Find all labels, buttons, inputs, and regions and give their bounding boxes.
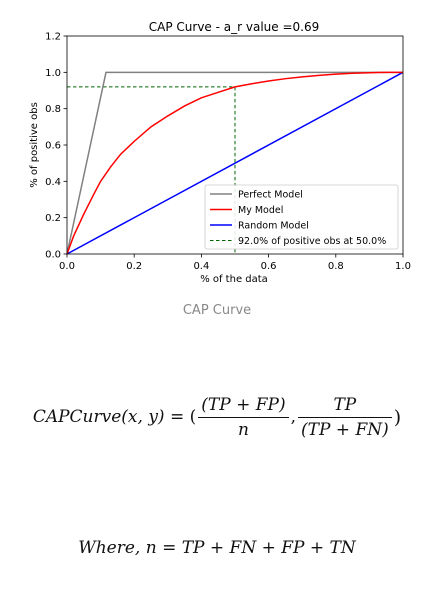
legend-label-my-model: My Model [238, 205, 283, 216]
formula-fraction-2: TP (TP + FN) [297, 395, 392, 440]
n-definition-formula: Where, n = TP + FN + FP + TN [78, 538, 356, 558]
y-tick-label: 0.4 [45, 177, 61, 188]
x-tick-label: 0.2 [126, 261, 142, 272]
legend: Perfect Model My Model Random Model 92.0% o… [204, 184, 399, 250]
fraction-2-denominator: (TP + FN) [300, 420, 389, 440]
x-tick-label: 0.0 [59, 261, 75, 272]
x-tick-label: 1.0 [395, 261, 411, 272]
chart-title: CAP Curve - a_r value =0.69 [149, 20, 319, 34]
x-tick-label: 0.4 [193, 261, 209, 272]
y-tick-label: 0.6 [45, 141, 61, 152]
y-tick-label: 1.0 [45, 68, 61, 79]
fraction-1-denominator: n [237, 420, 249, 440]
cap-formula: CAPCurve(x, y) = ((TP + FP) n, TP (TP + FN)… [0, 395, 434, 440]
x-axis-label: % of the data [200, 274, 268, 285]
y-axis-label: % of positive obs [29, 102, 40, 188]
series-line-my-model [66, 71, 403, 255]
figure-caption: CAP Curve [182, 303, 252, 318]
y-axis: 0.0 0.2 0.4 0.6 0.8 1.0 1.2 [45, 32, 67, 261]
legend-label-92-0-of-positive-obs-at-50-0: 92.0% of positive obs at 50.0% [238, 236, 386, 247]
fraction-2-numerator: TP [297, 395, 392, 418]
cap-curve-chart: CAP Curve - a_r value =0.69 0.0 0.2 0.4 0.6… [29, 20, 411, 285]
series-line-random-model [66, 71, 404, 255]
legend-label-random-model: Random Model [238, 221, 309, 232]
legend-box [204, 184, 399, 250]
y-tick-label: 0.8 [45, 104, 61, 115]
y-tick-label: 1.2 [45, 32, 61, 43]
x-axis: 0.0 0.2 0.4 0.6 0.8 1.0 [59, 254, 411, 272]
formula-fraction-1: (TP + FP) n [198, 395, 289, 440]
fraction-1-numerator: (TP + FP) [198, 395, 289, 418]
series-line-perfect-model [66, 71, 403, 255]
formula-equals: = ( [164, 407, 197, 427]
x-tick-label: 0.6 [261, 261, 277, 272]
y-tick-label: 0.2 [45, 213, 61, 224]
formula-close-paren: ) [393, 406, 402, 429]
formula-separator: , [290, 407, 296, 427]
x-tick-label: 0.8 [328, 261, 344, 272]
legend-label-perfect-model: Perfect Model [238, 190, 303, 201]
formula-lhs: CAPCurve [32, 407, 122, 427]
y-tick-label: 0.0 [45, 250, 61, 261]
formula-args: (x, y) [121, 407, 165, 427]
